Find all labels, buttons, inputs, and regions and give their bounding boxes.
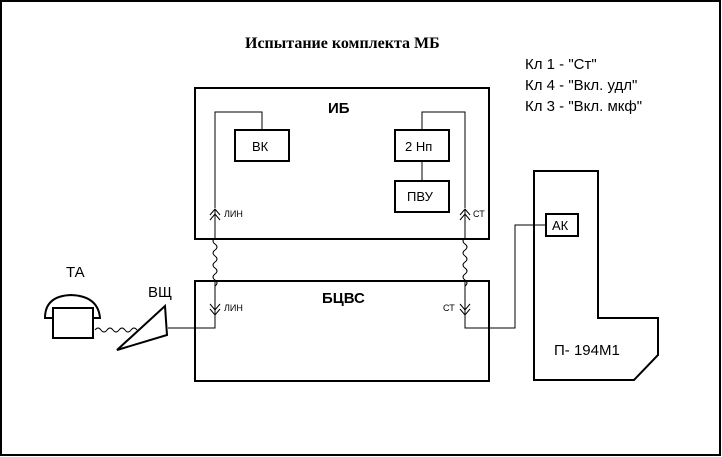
ib-st-wire [421, 111, 466, 208]
p194-unit [533, 170, 659, 381]
st-wavy-cable [462, 237, 468, 288]
vk-label: ВК [252, 139, 269, 154]
ib-block [194, 87, 490, 240]
bcvs-label: БЦВС [322, 290, 365, 307]
bcvs-lin-label: ЛИН [224, 303, 243, 313]
ib-lin-wire [214, 111, 263, 208]
vsch-wedge [116, 303, 169, 351]
ib-st-connector [459, 208, 471, 238]
ib-st-label: СТ [473, 209, 485, 219]
phone-cord [94, 327, 138, 333]
np-label: 2 Нп [405, 139, 433, 154]
ib-label: ИБ [328, 100, 350, 117]
ib-lin-connector [209, 208, 221, 238]
ta-label: ТА [66, 264, 85, 281]
bcvs-lin-connector [209, 281, 221, 316]
legend-line-1: Кл 1 - "Ст" [525, 56, 597, 73]
phone-icon [43, 293, 102, 339]
lin-wavy-cable [212, 237, 218, 288]
bcvs-lin-wire [168, 315, 216, 329]
legend-line-3: Кл 3 - "Вкл. мкф" [525, 98, 643, 115]
bcvs-st-connector [459, 281, 471, 316]
diagram-title: Испытание комплекта МБ [245, 35, 440, 52]
ak-label: АК [552, 218, 569, 233]
ib-lin-label: ЛИН [224, 209, 243, 219]
bcvs-st-label: СТ [443, 303, 455, 313]
p194-label: П- 194М1 [554, 342, 620, 359]
legend-line-2: Кл 4 - "Вкл. удл" [525, 77, 638, 94]
pvu-label: ПВУ [407, 189, 433, 204]
ak-box [545, 213, 579, 237]
vsch-label: ВЩ [148, 284, 173, 301]
bcvs-st-wire [464, 224, 546, 329]
bcvs-block [194, 280, 490, 382]
